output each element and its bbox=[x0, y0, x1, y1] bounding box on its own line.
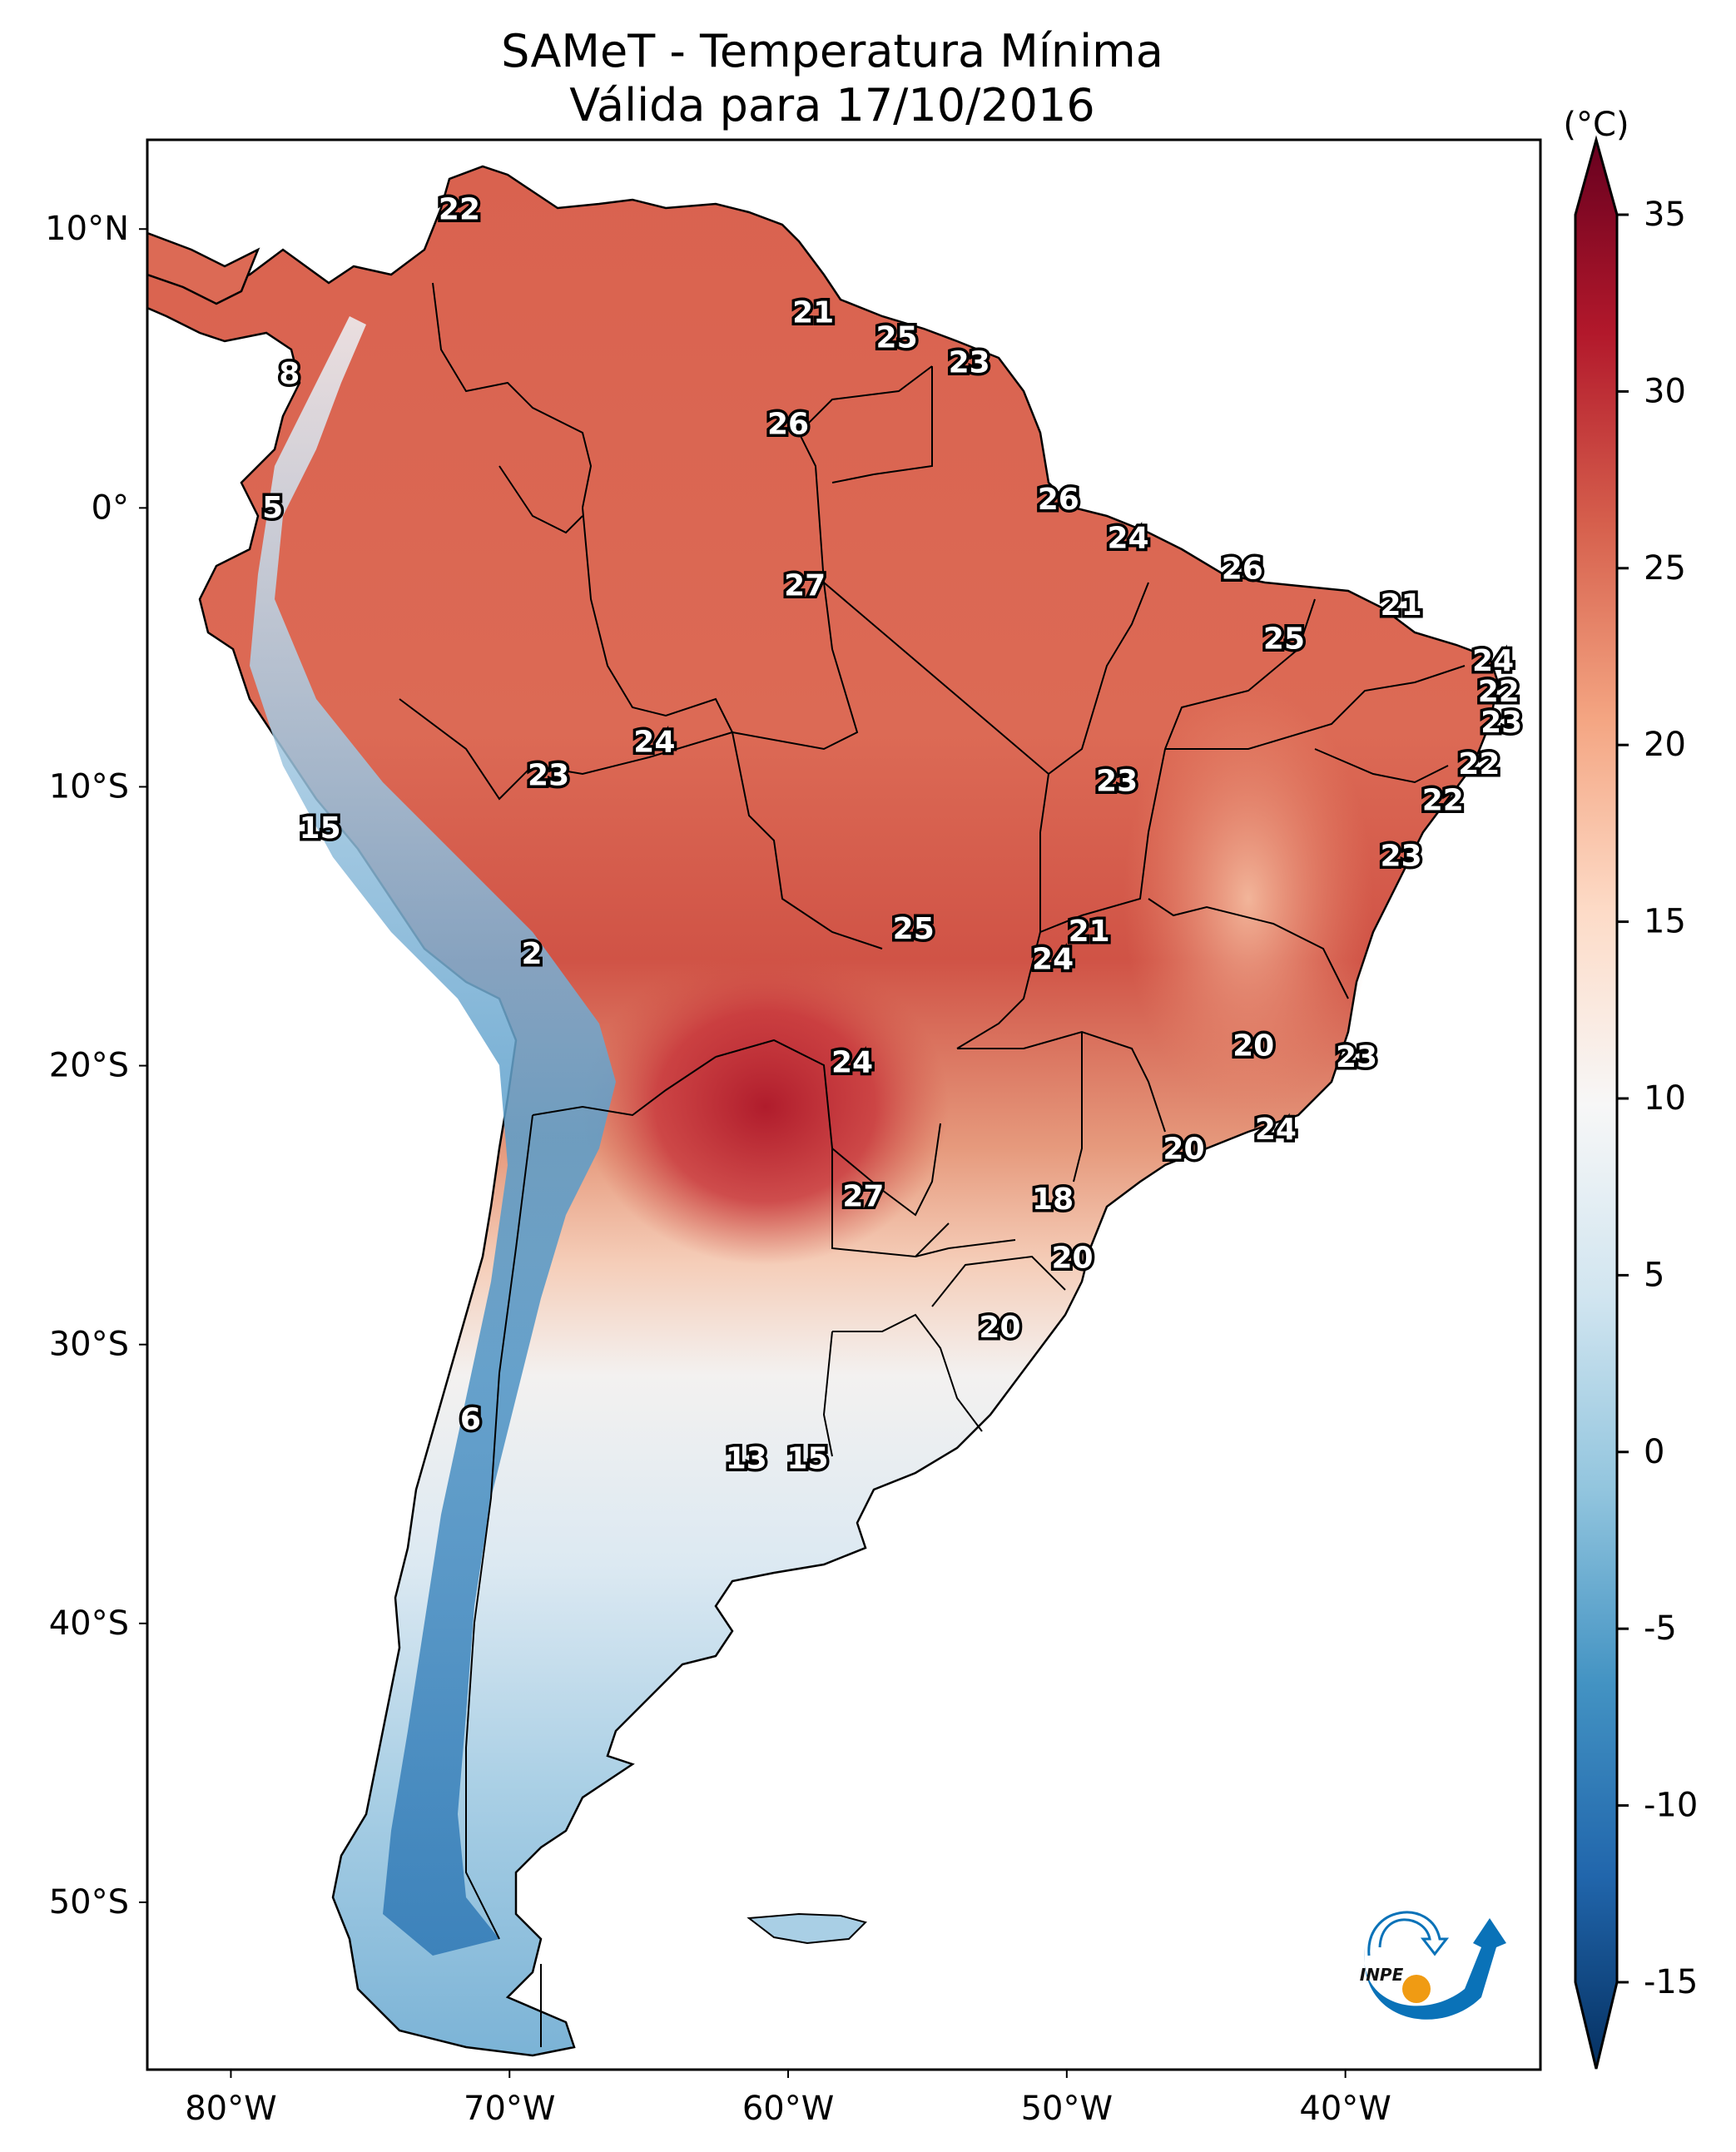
temperature-value-label: 2 bbox=[521, 937, 542, 971]
central-america bbox=[147, 231, 260, 305]
logo-swoosh-icon bbox=[1364, 1918, 1506, 2020]
temperature-value-label: 25 bbox=[1263, 622, 1305, 656]
colorbar-tick-label: -5 bbox=[1644, 1609, 1677, 1648]
colorbar-tick-label: 0 bbox=[1644, 1433, 1664, 1471]
temperature-value-label: 21 bbox=[792, 295, 834, 330]
temperature-value-label: 26 bbox=[767, 407, 809, 441]
temperature-value-label: 27 bbox=[784, 569, 826, 603]
temperature-value-label: 22 bbox=[1458, 747, 1500, 781]
colorbar-tick-label: 15 bbox=[1644, 903, 1686, 941]
country-borders bbox=[399, 282, 1466, 2047]
y-tick-label: 40°S bbox=[49, 1604, 129, 1643]
y-tick-label: 10°S bbox=[49, 767, 129, 806]
falkland-islands bbox=[746, 1912, 867, 1945]
y-axis: 10°N 0° 10°S 20°S 30°S 40°S 50°S bbox=[45, 210, 147, 1921]
temperature-value-label: 23 bbox=[1381, 840, 1422, 874]
temperature-value-label: 18 bbox=[1032, 1183, 1074, 1217]
colorbar-units-label: (°C) bbox=[1563, 106, 1629, 144]
temperature-value-label: 15 bbox=[786, 1442, 828, 1476]
colorbar-tick-label: 20 bbox=[1644, 726, 1686, 764]
logo-sun-icon bbox=[1402, 1975, 1431, 2003]
logo-text: INPE bbox=[1360, 1965, 1404, 1985]
temperature-value-label: 21 bbox=[1381, 588, 1422, 622]
colorbar-tick-label: 30 bbox=[1644, 372, 1686, 410]
colorbar-tick-label: -10 bbox=[1644, 1787, 1698, 1825]
temperature-value-label: 15 bbox=[300, 811, 341, 845]
temperature-value-label: 23 bbox=[1336, 1040, 1377, 1074]
logo-loop-arrow-icon bbox=[1367, 1911, 1450, 1956]
temperature-value-label: 25 bbox=[876, 320, 918, 355]
temperature-value-label: 26 bbox=[1038, 483, 1079, 517]
temperature-value-label: 22 bbox=[439, 192, 480, 226]
map-frame bbox=[146, 138, 1542, 2071]
y-tick-label: 20°S bbox=[49, 1047, 129, 1085]
temperature-value-label: 20 bbox=[979, 1311, 1020, 1345]
temperature-value-label: 20 bbox=[1233, 1029, 1274, 1064]
y-tick-label: 50°S bbox=[49, 1883, 129, 1921]
y-tick-label: 30°S bbox=[49, 1326, 129, 1364]
heat-core-chaco bbox=[583, 949, 949, 1265]
temperature-value-label: 8 bbox=[279, 357, 300, 391]
temperature-value-label: 21 bbox=[1069, 915, 1110, 949]
temperature-value-label: 24 bbox=[1107, 522, 1148, 556]
temperature-value-label: 5 bbox=[262, 491, 283, 525]
andes-cold-band bbox=[250, 316, 616, 1956]
temperature-value-label: 23 bbox=[949, 346, 990, 380]
colorbar-tick-label: 25 bbox=[1644, 549, 1686, 588]
colorbar-ticks: 35 30 25 20 15 10 5 0 -5 -10 -15 bbox=[1617, 196, 1698, 2001]
map-area bbox=[147, 165, 1500, 2057]
temperature-value-label: 22 bbox=[1478, 675, 1520, 709]
temperature-value-label: 25 bbox=[893, 912, 935, 946]
temperature-value-label: 20 bbox=[1163, 1133, 1204, 1167]
chart-subtitle: Válida para 17/10/2016 bbox=[569, 79, 1095, 131]
temperature-value-label: 23 bbox=[1096, 764, 1138, 798]
inpe-logo: INPE bbox=[1360, 1911, 1506, 2020]
temperature-value-label: 24 bbox=[831, 1046, 873, 1080]
colorbar: 35 30 25 20 15 10 5 0 -5 -10 -15 (°C) bbox=[1563, 106, 1698, 2070]
colorbar-tick-label: 35 bbox=[1644, 196, 1686, 234]
temperature-value-label: 24 bbox=[1472, 644, 1514, 678]
y-tick-label: 10°N bbox=[45, 210, 129, 248]
y-tick-label: 0° bbox=[92, 488, 129, 527]
temperature-value-label: 24 bbox=[633, 725, 675, 759]
temperature-value-label: 26 bbox=[1222, 553, 1263, 587]
temperature-value-label: 24 bbox=[1032, 943, 1074, 977]
colorbar-tick-label: 5 bbox=[1644, 1256, 1664, 1294]
temperature-value-label: 23 bbox=[528, 759, 569, 793]
temperature-value-label: 20 bbox=[1051, 1241, 1093, 1275]
chart-title: SAMeT - Temperatura Mínima bbox=[501, 25, 1163, 77]
x-axis: 80°W 70°W 60°W 50°W 40°W bbox=[185, 2070, 1391, 2128]
temperature-value-label: 27 bbox=[842, 1180, 884, 1214]
x-tick-label: 40°W bbox=[1299, 2090, 1391, 2128]
cool-region-east-highlands bbox=[1123, 682, 1373, 1115]
x-tick-label: 50°W bbox=[1021, 2090, 1113, 2128]
x-tick-label: 70°W bbox=[464, 2090, 555, 2128]
temperature-value-label: 6 bbox=[460, 1403, 481, 1437]
x-tick-label: 60°W bbox=[742, 2090, 834, 2128]
temperature-value-label: 13 bbox=[726, 1442, 767, 1476]
temperature-value-label: 24 bbox=[1255, 1113, 1297, 1147]
temperature-value-label: 23 bbox=[1481, 706, 1522, 740]
colorbar-tick-label: 10 bbox=[1644, 1079, 1686, 1118]
x-tick-label: 80°W bbox=[185, 2090, 276, 2128]
colorbar-tick-label: -15 bbox=[1644, 1963, 1698, 2001]
colorbar-body bbox=[1574, 135, 1619, 2070]
temperature-value-label: 22 bbox=[1422, 784, 1464, 818]
